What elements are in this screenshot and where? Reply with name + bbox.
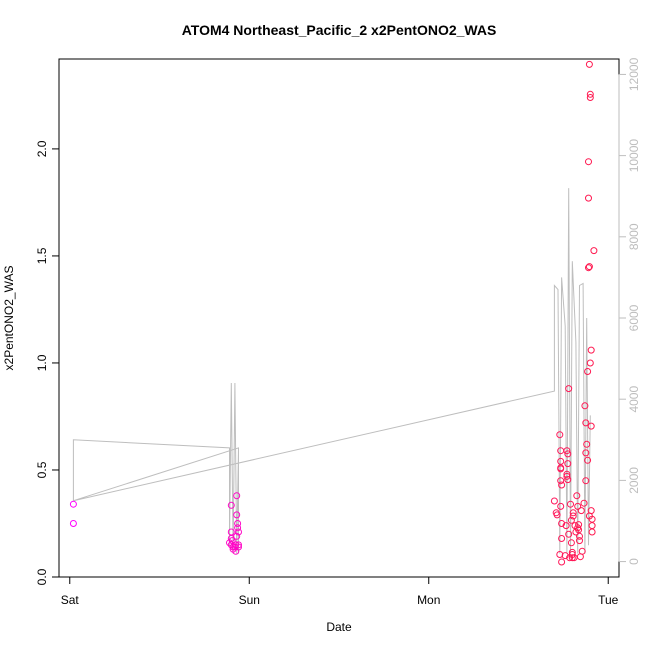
data-point	[558, 481, 566, 489]
data-point	[569, 512, 577, 520]
data-point	[561, 552, 569, 560]
y2-tick-label: 10000	[627, 139, 641, 173]
y2-tick-label: 2000	[627, 467, 641, 494]
data-point	[565, 385, 573, 393]
data-point	[558, 520, 566, 527]
secondary-y-axis: 0 2000 4000 6000 8000 10000 12000	[618, 57, 641, 565]
data-point	[563, 472, 571, 480]
data-point	[585, 263, 593, 271]
data-point	[567, 500, 574, 508]
y-tick-label: 1.0	[35, 354, 49, 371]
data-point	[233, 492, 241, 500]
data-points-layer	[69, 60, 598, 566]
data-point	[235, 541, 242, 549]
data-point	[582, 449, 590, 457]
data-point	[233, 511, 241, 519]
data-point	[234, 524, 242, 532]
data-point	[582, 419, 590, 427]
data-point	[234, 520, 242, 527]
data-point	[585, 264, 592, 272]
y-axis-label: x2PentONO2_WAS	[2, 266, 16, 371]
data-point	[584, 368, 592, 375]
y2-tick-label: 12000	[627, 57, 641, 91]
data-point	[563, 447, 571, 455]
data-point	[578, 547, 586, 555]
data-point	[563, 470, 571, 478]
data-point	[576, 532, 583, 540]
data-point	[584, 456, 592, 464]
y2-tick-label: 8000	[627, 223, 641, 250]
y-tick-label: 0.5	[35, 461, 49, 478]
data-point	[235, 543, 242, 551]
data-point	[577, 507, 585, 515]
x-tick-label: Sat	[61, 593, 80, 607]
data-point	[564, 476, 572, 484]
data-point	[564, 450, 572, 458]
y-tick-label: 2.0	[35, 140, 49, 157]
plot-frame	[58, 58, 620, 578]
x-axis-label: Date	[326, 620, 352, 634]
data-point	[562, 522, 570, 530]
data-point	[227, 501, 235, 509]
y-tick-label: 0.0	[35, 568, 49, 585]
data-point	[557, 502, 565, 510]
data-point	[556, 431, 564, 439]
data-point	[69, 520, 77, 527]
data-point	[590, 247, 598, 255]
data-point	[569, 509, 577, 517]
data-point	[565, 530, 573, 538]
altitude-line-layer	[72, 188, 591, 554]
chart-title: ATOM4 Northeast_Pacific_2 x2PentONO2_WAS	[182, 22, 497, 38]
data-point	[586, 90, 594, 98]
data-point	[585, 60, 593, 68]
x-axis: Sat Sun Mon Tue	[61, 576, 619, 607]
data-point	[587, 346, 595, 354]
data-point	[575, 526, 583, 534]
data-point	[557, 477, 565, 485]
data-point	[573, 492, 581, 500]
data-point	[586, 359, 594, 367]
data-point	[576, 537, 583, 545]
data-point	[69, 500, 77, 508]
y-tick-label: 1.5	[35, 247, 49, 264]
x-tick-label: Sun	[239, 593, 260, 607]
data-point	[557, 465, 565, 473]
data-point	[581, 402, 589, 410]
data-point	[583, 440, 591, 448]
altitude-line	[72, 188, 591, 554]
data-point	[588, 522, 596, 530]
data-point	[587, 422, 595, 430]
data-point	[574, 502, 582, 510]
y2-tick-label: 0	[627, 558, 641, 565]
data-point	[575, 521, 583, 529]
data-point	[564, 460, 572, 468]
data-point	[235, 528, 242, 536]
data-point	[558, 558, 566, 566]
data-point	[550, 497, 558, 505]
data-point	[580, 499, 588, 507]
data-point	[567, 539, 575, 547]
data-point	[567, 516, 575, 524]
data-point	[585, 194, 592, 202]
y2-tick-label: 6000	[627, 304, 641, 331]
x-tick-label: Tue	[598, 593, 619, 607]
y-axis: 0.0 0.5 1.0 1.5 2.0	[35, 140, 60, 585]
data-point	[582, 477, 590, 485]
data-point	[587, 507, 595, 515]
data-point	[233, 532, 241, 540]
data-point	[558, 535, 566, 542]
data-point	[586, 94, 594, 101]
data-point	[585, 158, 592, 166]
data-point	[553, 511, 561, 519]
y2-tick-label: 4000	[627, 386, 641, 413]
x-tick-label: Mon	[417, 593, 440, 607]
data-point	[588, 528, 596, 536]
